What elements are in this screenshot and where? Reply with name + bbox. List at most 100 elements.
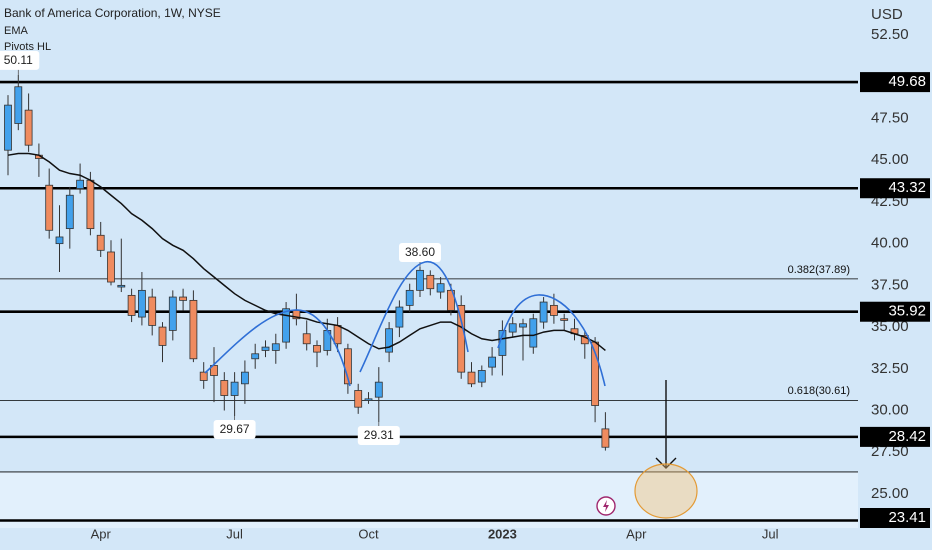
price-label: 28.42	[888, 428, 926, 445]
levels-layer: 0.382(37.89) 0.618(30.61)	[0, 80, 858, 522]
candle-body	[230, 381, 239, 396]
price-label: 35.92	[888, 303, 926, 320]
zone-layer	[0, 471, 858, 528]
zone	[0, 471, 858, 528]
y-tick-label: 45.00	[871, 151, 909, 168]
candle-body	[488, 356, 497, 368]
chart-title: Bank of America Corporation, 1W, NYSE	[4, 6, 221, 20]
candle-body	[302, 333, 311, 345]
price-box	[860, 301, 930, 322]
candle-body	[313, 345, 321, 353]
candle-body	[519, 323, 527, 328]
price-box	[860, 426, 930, 447]
level-label: 0.382(37.89)	[788, 264, 850, 276]
candle-body	[4, 104, 12, 151]
x-tick-label: Apr	[626, 526, 647, 541]
y-tick-label: 30.00	[871, 401, 909, 418]
candle-body	[601, 428, 610, 448]
pivot-label: 38.60	[405, 245, 435, 259]
pivot-label: 50.11	[4, 53, 33, 67]
candle-body	[158, 326, 167, 346]
x-tick-label: 2023	[488, 526, 517, 541]
alert-icon[interactable]	[596, 496, 616, 516]
candle-body	[251, 353, 260, 360]
candle-body	[333, 325, 342, 345]
candles-layer: 50.11 38.60 29.67 29.31	[0, 50, 610, 451]
candle-body	[446, 289, 455, 311]
candle-body	[271, 343, 280, 351]
price-label: 49.68	[888, 73, 926, 90]
candle-body	[168, 296, 177, 331]
pivot-box	[357, 426, 400, 446]
candle-body	[220, 380, 229, 396]
candle-body	[148, 296, 157, 326]
candle-body	[107, 251, 115, 283]
indicator-label: EMA	[4, 25, 29, 37]
candle-body	[55, 236, 64, 245]
y-tick-label: 52.50	[871, 26, 909, 43]
pivot-label: 29.31	[364, 428, 394, 442]
candle-body	[539, 301, 548, 323]
candle-body	[550, 304, 558, 316]
arrow-head	[655, 457, 677, 469]
candle-body	[560, 318, 569, 321]
target-ellipse	[634, 463, 698, 519]
pattern-curve	[497, 294, 606, 387]
price-box	[860, 178, 930, 199]
price-box	[860, 508, 930, 528]
candle-body	[24, 109, 33, 146]
x-tick-label: Jul	[226, 526, 243, 541]
y-tick-label: 27.50	[871, 443, 909, 460]
candle-body	[117, 284, 126, 288]
y-tick-label: 47.50	[871, 109, 909, 126]
pivot-box	[0, 50, 40, 70]
pivot-label: 29.67	[220, 422, 250, 436]
y-tick-label: 35.00	[871, 318, 909, 335]
level-label: 0.618(30.61)	[788, 385, 850, 397]
candle-body	[14, 86, 23, 124]
pattern-curve	[204, 309, 351, 387]
candle-body	[467, 371, 476, 385]
x-tick-label: Apr	[91, 526, 112, 541]
candle-body	[189, 299, 198, 360]
price-label: 23.41	[888, 509, 926, 526]
candle-body	[282, 308, 291, 343]
ema-line	[7, 152, 606, 352]
candle-body	[137, 289, 146, 318]
candle-body	[426, 274, 435, 290]
x-tick-label: Jul	[762, 526, 779, 541]
y-tick-label: 32.50	[871, 360, 909, 377]
candle-body	[529, 318, 538, 348]
pattern-curve	[359, 261, 469, 373]
candle-body	[364, 398, 373, 401]
candle-body	[436, 283, 445, 293]
pivot-box	[213, 420, 256, 440]
candle-body	[261, 346, 270, 351]
alert-icon-bolt[interactable]	[603, 500, 609, 512]
candle-body	[385, 328, 394, 353]
candle-body	[457, 304, 466, 373]
candle-body	[65, 194, 74, 230]
candle-body	[86, 179, 95, 230]
candle-body	[477, 370, 486, 383]
price-box	[860, 72, 930, 93]
candle-body	[395, 306, 404, 328]
candle-body	[96, 234, 105, 251]
y-tick-label: 40.00	[871, 235, 909, 252]
indicator-label: Pivots HL	[4, 41, 51, 53]
candle-body	[416, 269, 424, 291]
price-label: 43.32	[888, 179, 926, 196]
candle-body	[240, 371, 249, 385]
candle-body	[127, 294, 136, 316]
pivot-box	[399, 243, 441, 263]
y-tick-label: 25.00	[871, 485, 909, 502]
candle-body	[179, 296, 188, 301]
x-tick-label: Oct	[358, 526, 379, 541]
currency-label: USD	[871, 6, 903, 23]
candle-body	[374, 381, 383, 398]
candle-body	[405, 289, 414, 306]
candle-body	[45, 184, 54, 231]
candle-body	[76, 179, 84, 189]
